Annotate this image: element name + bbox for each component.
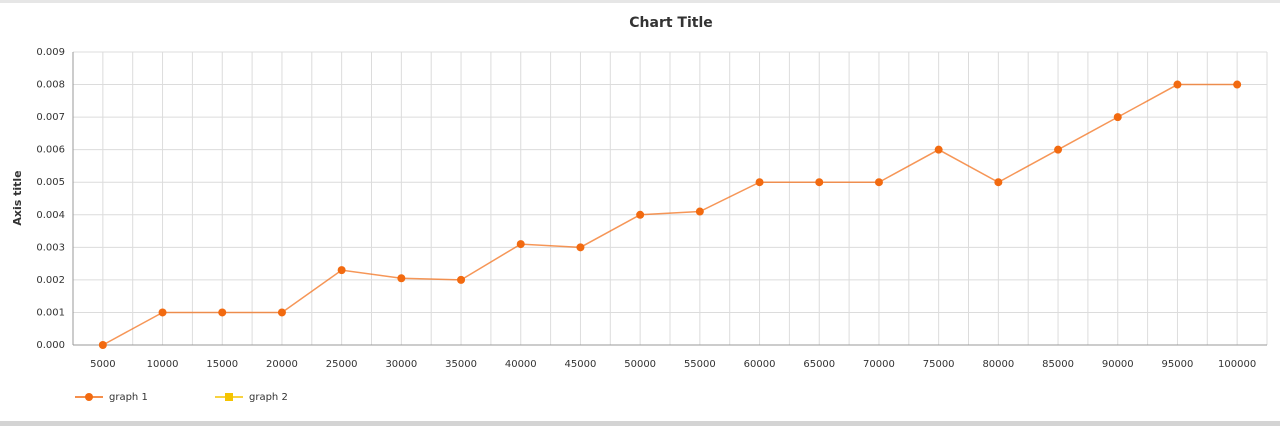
data-point — [874, 178, 883, 187]
data-point — [1233, 80, 1242, 89]
data-point — [457, 275, 466, 284]
x-tick-label: 70000 — [863, 359, 895, 370]
chart-title: Chart Title — [629, 15, 713, 31]
x-tick-label: 40000 — [505, 359, 537, 370]
x-tick-label: 10000 — [147, 359, 179, 370]
legend-marker — [225, 393, 233, 401]
data-point — [1054, 145, 1063, 154]
data-point — [636, 210, 645, 219]
y-tick-label: 0.004 — [36, 210, 65, 221]
y-tick-label: 0.000 — [36, 340, 65, 351]
data-point — [277, 308, 286, 317]
data-point — [337, 266, 346, 275]
series-line — [102, 83, 1238, 346]
y-tick-label: 0.005 — [36, 177, 65, 188]
data-point — [576, 243, 585, 252]
bottom-border — [0, 421, 1280, 426]
legend-label: graph 2 — [249, 392, 288, 403]
data-point — [695, 207, 704, 216]
y-tick-label: 0.009 — [36, 47, 65, 58]
top-border — [0, 0, 1280, 3]
x-tick-label: 65000 — [803, 359, 835, 370]
x-tick-label: 25000 — [326, 359, 358, 370]
x-tick-label: 85000 — [1042, 359, 1074, 370]
data-point — [994, 178, 1003, 187]
data-point — [815, 178, 824, 187]
data-point — [755, 178, 764, 187]
data-point — [1113, 113, 1122, 122]
y-tick-label: 0.003 — [36, 242, 65, 253]
data-point — [98, 341, 107, 349]
x-tick-label: 95000 — [1162, 359, 1194, 370]
x-tick-label: 90000 — [1102, 359, 1134, 370]
y-tick-label: 0.002 — [36, 275, 65, 286]
y-tick-label: 0.001 — [36, 307, 65, 318]
data-point — [158, 308, 167, 317]
x-tick-label: 55000 — [684, 359, 716, 370]
x-tick-label: 45000 — [565, 359, 597, 370]
y-tick-label: 0.008 — [36, 80, 65, 91]
x-tick-label: 30000 — [385, 359, 417, 370]
data-point — [516, 240, 525, 249]
x-tick-label: 80000 — [982, 359, 1014, 370]
x-tick-label: 35000 — [445, 359, 477, 370]
y-tick-label: 0.007 — [36, 112, 65, 123]
y-axis-title: Axis title — [11, 170, 24, 225]
data-point — [934, 145, 943, 154]
x-tick-label: 15000 — [206, 359, 238, 370]
data-point — [397, 274, 406, 283]
x-tick-label: 75000 — [923, 359, 955, 370]
x-tick-label: 5000 — [90, 359, 115, 370]
data-point — [218, 308, 227, 317]
x-tick-label: 20000 — [266, 359, 298, 370]
legend-marker — [85, 393, 93, 401]
y-tick-label: 0.006 — [36, 145, 65, 156]
x-tick-label: 50000 — [624, 359, 656, 370]
x-tick-label: 100000 — [1218, 359, 1256, 370]
x-tick-label: 60000 — [744, 359, 776, 370]
legend-label: graph 1 — [109, 392, 148, 403]
data-point — [1173, 80, 1182, 89]
